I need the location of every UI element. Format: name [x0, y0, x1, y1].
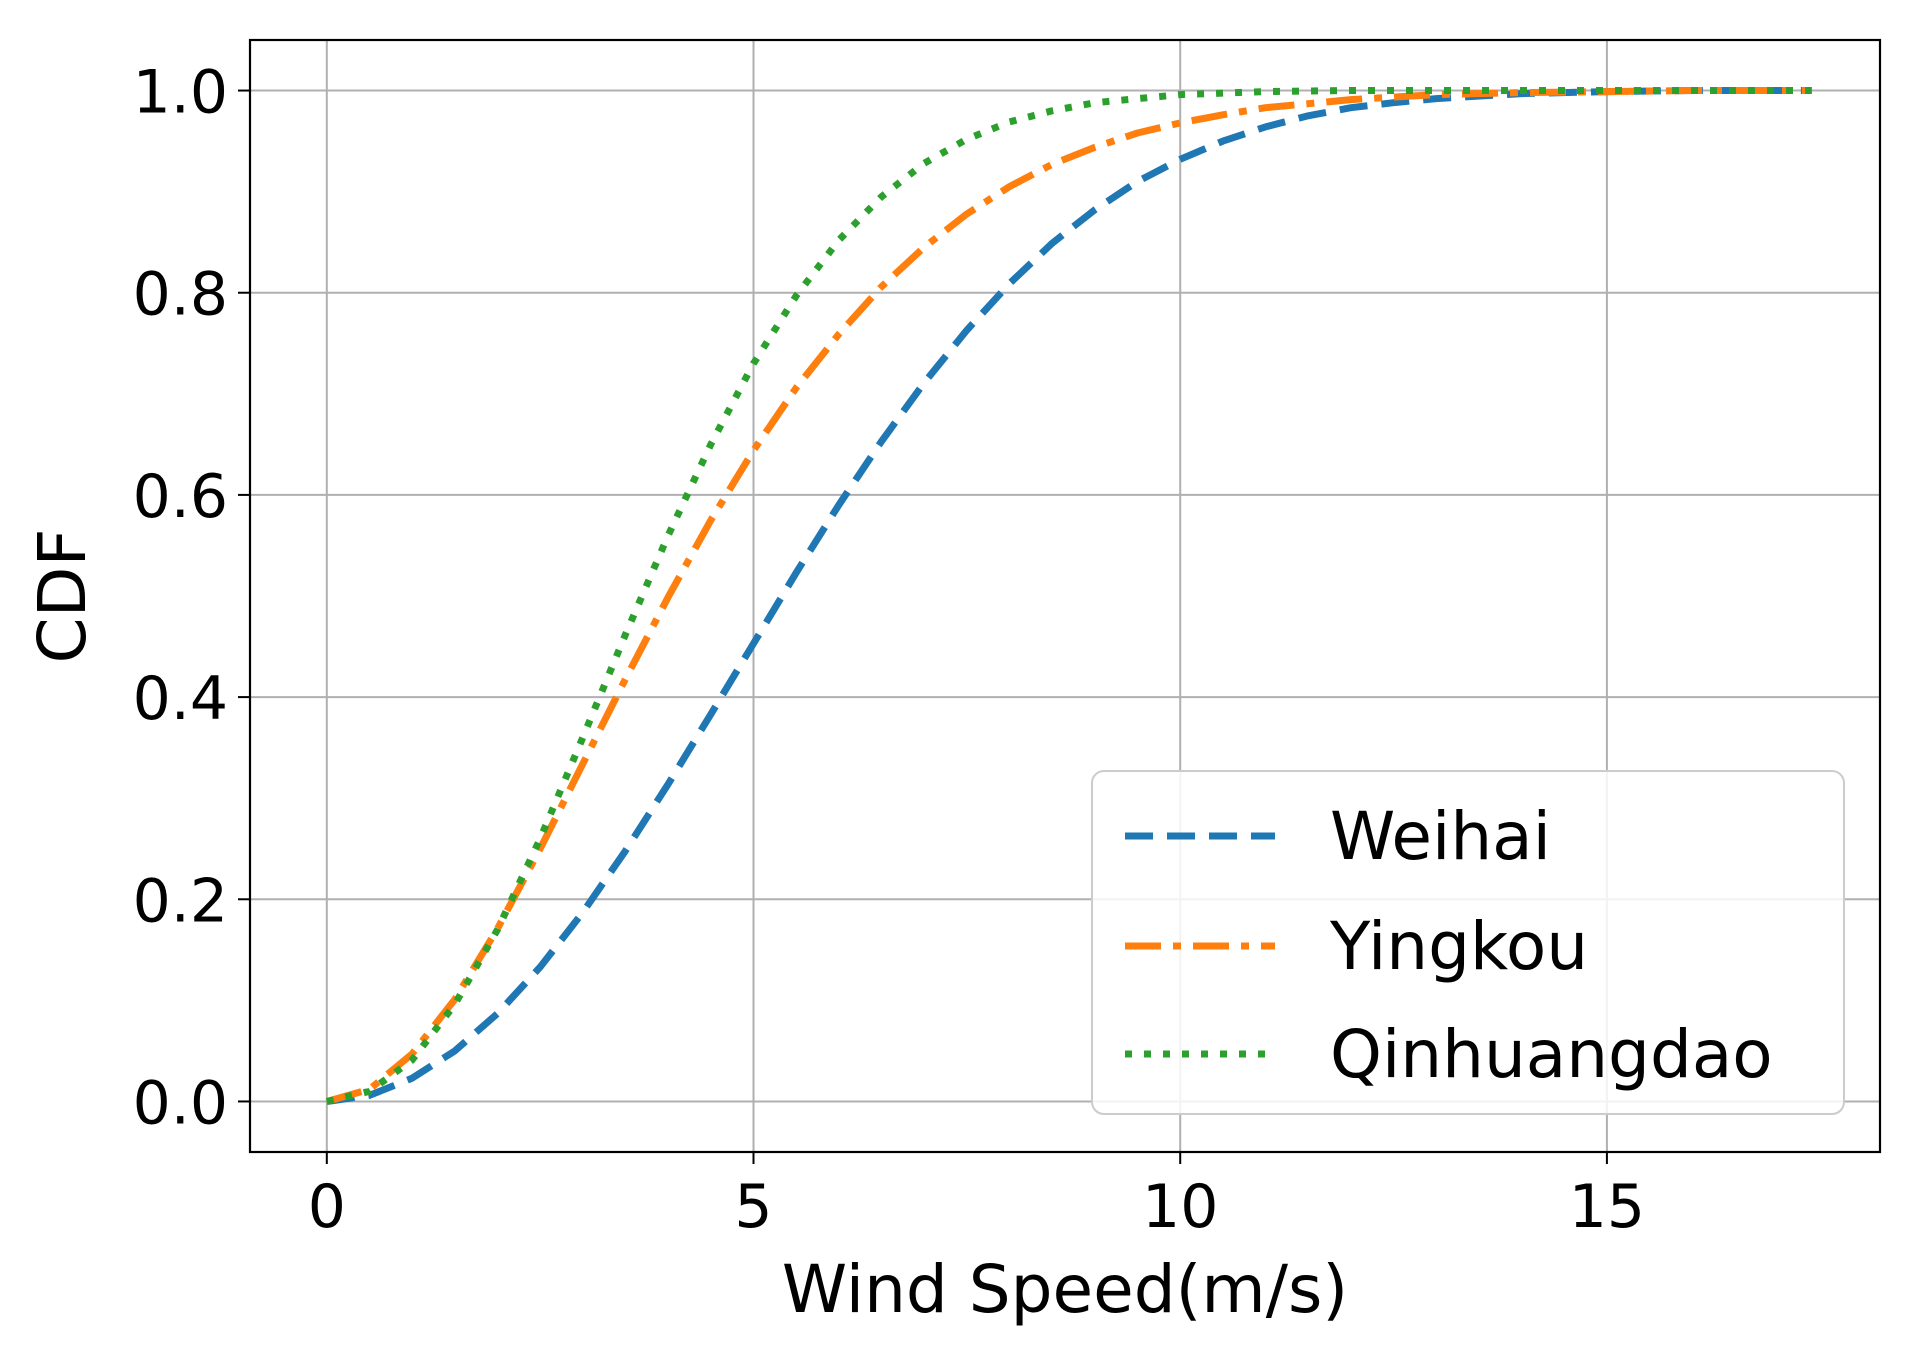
legend-label-yingkou: Yingkou	[1329, 908, 1588, 985]
x-tick-label: 0	[308, 1172, 346, 1242]
y-tick-label: 0.8	[133, 260, 228, 330]
y-tick-label: 0.4	[133, 664, 228, 734]
x-axis-label: Wind Speed(m/s)	[782, 1251, 1348, 1328]
y-axis: 0.0 0.2 0.4 0.6 0.8 1.0	[133, 58, 250, 1138]
legend: Weihai Yingkou Qinhuangdao	[1091, 770, 1845, 1115]
axes-frame	[248, 38, 1882, 1154]
y-tick-label: 0.6	[133, 462, 228, 532]
series-line-yingkou	[325, 87, 1812, 1105]
series-line-qinhuangdao	[325, 87, 1812, 1105]
y-tick-label: 0.0	[133, 1068, 228, 1138]
x-tick-label: 5	[734, 1172, 772, 1242]
y-axis-label: CDF	[24, 529, 101, 664]
x-axis: 0 5 10 15	[308, 1152, 1645, 1242]
x-tick-label: 10	[1142, 1172, 1218, 1242]
legend-label-weihai: Weihai	[1330, 798, 1551, 875]
y-tick-label: 0.2	[133, 866, 228, 936]
y-tick-label: 1.0	[133, 58, 228, 128]
legend-box	[1091, 770, 1845, 1115]
series-line-weihai	[326, 87, 1812, 1105]
series-layer	[325, 87, 1812, 1105]
legend-label-qinhuangdao: Qinhuangdao	[1330, 1016, 1773, 1093]
x-tick-label: 15	[1569, 1172, 1645, 1242]
